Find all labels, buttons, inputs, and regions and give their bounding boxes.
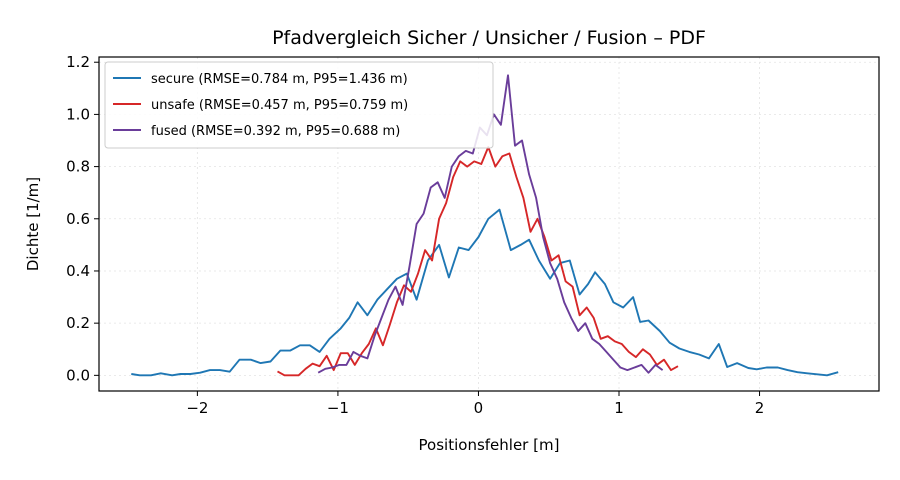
axes-frame [98,56,880,392]
chart-title: Pfadvergleich Sicher / Unsicher / Fusion… [272,27,706,49]
legend-label: secure (RMSE=0.784 m, P95=1.436 m) [151,72,408,87]
y-tick-label: 0.4 [66,262,90,280]
legend-box [104,61,494,149]
y-tick-label: 0.0 [66,366,90,384]
axis-ticks: −2 −1 0 1 2 0.0 0.2 0.4 0.6 0.8 1.0 1.2 [66,53,764,417]
y-tick-label: 0.8 [66,158,90,176]
x-tick-label: −2 [186,399,208,417]
y-tick-label: 1.0 [66,105,90,123]
x-tick-label: 2 [755,399,765,417]
y-tick-label: 0.2 [66,314,90,332]
x-tick-label: 0 [474,399,484,417]
legend-label: unsafe (RMSE=0.457 m, P95=0.759 m) [151,98,408,113]
legend-label: fused (RMSE=0.392 m, P95=0.688 m) [151,124,400,139]
series-line-2 [277,146,679,377]
x-tick-label: 1 [614,399,624,417]
series-line-1 [131,208,839,377]
x-axis-label: Positionsfehler [m] [419,436,560,454]
legend: secure (RMSE=0.784 m, P95=1.436 m) unsafe… [104,61,494,149]
x-tick-label: −1 [327,399,349,417]
y-tick-label: 0.6 [66,210,90,228]
y-tick-label: 1.2 [66,53,90,71]
y-axis-label: Dichte [1/m] [24,177,42,271]
